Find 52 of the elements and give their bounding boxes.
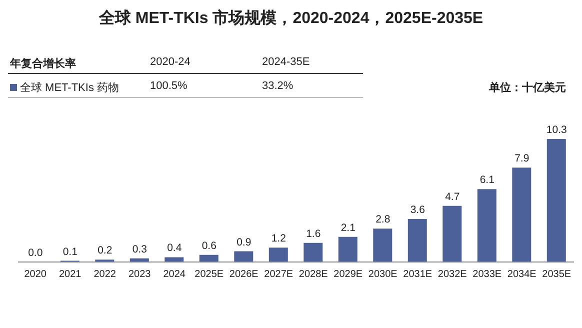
- data-label: 4.7: [445, 190, 460, 203]
- x-tick-label: 2021: [59, 269, 82, 280]
- data-label: 0.9: [236, 236, 252, 248]
- text: 100.5%: [150, 80, 188, 92]
- data-label: 2.1: [340, 222, 356, 234]
- x-tick-label: 2025E: [194, 269, 224, 280]
- bar: [512, 168, 532, 262]
- data-label: 0.4: [167, 242, 182, 254]
- bar: [442, 206, 462, 262]
- data-label: 0.6: [202, 240, 217, 252]
- x-tick-label: 2035E: [542, 269, 572, 280]
- data-label: 7.9: [514, 152, 530, 165]
- x-tick-label: 2032E: [438, 269, 468, 280]
- bar: [546, 139, 566, 262]
- x-tick-label: 2029E: [334, 269, 363, 280]
- data-label: 1.2: [271, 232, 286, 245]
- text: 33.2%: [262, 80, 294, 92]
- text: 2020-24: [150, 56, 190, 68]
- bar: [268, 248, 288, 262]
- bar: [304, 242, 323, 262]
- bar: [338, 236, 358, 262]
- x-tick-label: 2031E: [403, 269, 432, 280]
- x-tick-label: 2020: [24, 269, 47, 280]
- x-tick-label: 2023: [128, 269, 152, 280]
- data-label: 10.3: [546, 124, 568, 136]
- y-axis-title: 单位：十亿美元: [489, 80, 566, 95]
- text: 年复合增长率: [10, 56, 76, 71]
- text: 全球 MET-TKIs 药物: [20, 80, 119, 95]
- x-tick-label: 2028E: [298, 269, 328, 280]
- x-tick-label: 2022: [94, 269, 116, 280]
- x-tick-label: 2026E: [229, 269, 259, 280]
- chart-title: 全球 MET-TKIs 市场规模，2020-2024，2025E-2035E: [98, 8, 484, 29]
- data-label: 6.1: [480, 174, 495, 186]
- data-label: 1.6: [306, 228, 321, 240]
- x-tick-label: 2034E: [507, 269, 537, 280]
- bar: [373, 228, 392, 262]
- bar: [477, 189, 496, 262]
- bar: [199, 254, 218, 262]
- data-label: 0.3: [132, 243, 148, 256]
- text: 2024-35E: [262, 56, 310, 68]
- data-label: 0.2: [98, 244, 112, 257]
- x-tick-label: 2033E: [472, 269, 502, 280]
- data-label: 0.1: [62, 246, 78, 258]
- x-tick-label: 2024: [163, 269, 186, 280]
- bar: [234, 251, 254, 262]
- x-tick-label: 2030E: [368, 269, 398, 280]
- data-label: 3.6: [410, 204, 426, 216]
- data-label: 0.0: [28, 247, 43, 259]
- bar: [408, 219, 427, 262]
- x-tick-label: 2027E: [264, 269, 294, 280]
- bar: [164, 257, 184, 262]
- data-label: 2.8: [376, 214, 390, 226]
